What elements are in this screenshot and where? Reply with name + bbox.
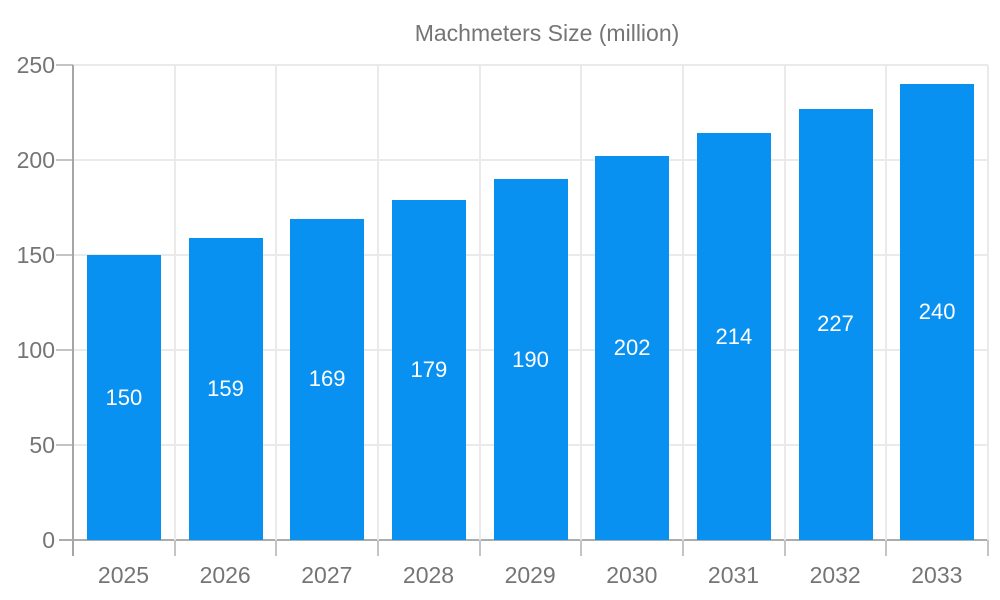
bar-value-label-2032: 227: [817, 311, 854, 337]
gridline-x-6: [682, 65, 684, 540]
bar-value-label-2028: 179: [410, 356, 448, 382]
x-axis-label-2031: 2031: [707, 562, 760, 588]
x-tick-6: [682, 540, 684, 556]
x-axis-line: [59, 539, 988, 541]
bar-2030[interactable]: [595, 156, 670, 540]
x-axis-label-2030: 2030: [606, 562, 658, 588]
gridline-x-4: [478, 65, 481, 540]
legend-swatch-icon: [321, 22, 401, 45]
bar-value-label-2027: 169: [308, 366, 346, 392]
x-axis-label-2025: 2025: [97, 562, 150, 588]
x-tick-9: [987, 540, 989, 556]
x-axis-label-2032: 2032: [809, 562, 861, 588]
bar-2029[interactable]: [493, 179, 568, 540]
x-axis-label-2028: 2028: [402, 562, 455, 588]
y-tick-150: [56, 254, 73, 256]
bar-value-label-2029: 190: [512, 346, 549, 372]
y-axis-label-100: 100: [16, 337, 55, 363]
bar-value-label-2026: 159: [207, 375, 244, 401]
legend: Machmeters Size (million): [0, 20, 1000, 47]
y-axis-label-250: 250: [16, 52, 55, 78]
bar-2027[interactable]: [290, 218, 365, 540]
bar-value-label-2031: 214: [715, 323, 753, 349]
y-tick-50: [56, 444, 73, 446]
gridline-x-1: [173, 65, 176, 540]
bar-value-label-2030: 202: [613, 335, 651, 361]
bar-2031[interactable]: [696, 133, 771, 540]
y-tick-200: [56, 159, 73, 161]
legend-label: Machmeters Size (million): [414, 20, 680, 46]
y-axis-label-150: 150: [16, 242, 55, 268]
y-axis-label-200: 200: [16, 147, 55, 173]
x-axis-label-2029: 2029: [504, 562, 556, 588]
y-axis-label-0: 0: [42, 527, 55, 553]
x-tick-5: [580, 540, 583, 556]
y-tick-250: [56, 64, 73, 66]
x-axis-label-2033: 2033: [911, 562, 963, 588]
y-axis-line: [72, 65, 74, 556]
x-tick-1: [173, 540, 176, 556]
bar-value-label-2033: 240: [918, 299, 956, 324]
x-tick-4: [478, 540, 481, 556]
bar-2028[interactable]: [391, 199, 466, 540]
x-tick-8: [885, 540, 888, 556]
plot-area: 0 50 100 150 200 250 150 2025 159 2026 169 2027 179 2…: [17, 52, 989, 588]
x-tick-3: [377, 540, 379, 556]
bar-2025[interactable]: [86, 255, 161, 540]
gridline-x-7: [783, 65, 786, 540]
gridline-y-250: [73, 64, 988, 66]
gridline-x-8: [885, 65, 888, 540]
x-tick-2: [275, 540, 278, 556]
y-axis-label-50: 50: [29, 432, 55, 458]
legend-item-machmeters[interactable]: Machmeters Size (million): [321, 20, 680, 47]
gridline-x-9: [987, 65, 989, 540]
x-tick-7: [783, 540, 786, 556]
bar-2033[interactable]: [900, 84, 975, 540]
x-axis-label-2027: 2027: [301, 562, 353, 588]
bar-value-label-2025: 150: [105, 384, 143, 410]
gridline-x-3: [377, 65, 379, 540]
bar-2026[interactable]: [188, 237, 263, 540]
x-axis-label-2026: 2026: [199, 562, 251, 588]
y-tick-100: [56, 349, 73, 351]
gridline-y-200: [73, 159, 988, 161]
bar-2032[interactable]: [798, 108, 873, 540]
gridline-x-2: [275, 65, 278, 540]
gridline-x-5: [580, 65, 583, 540]
